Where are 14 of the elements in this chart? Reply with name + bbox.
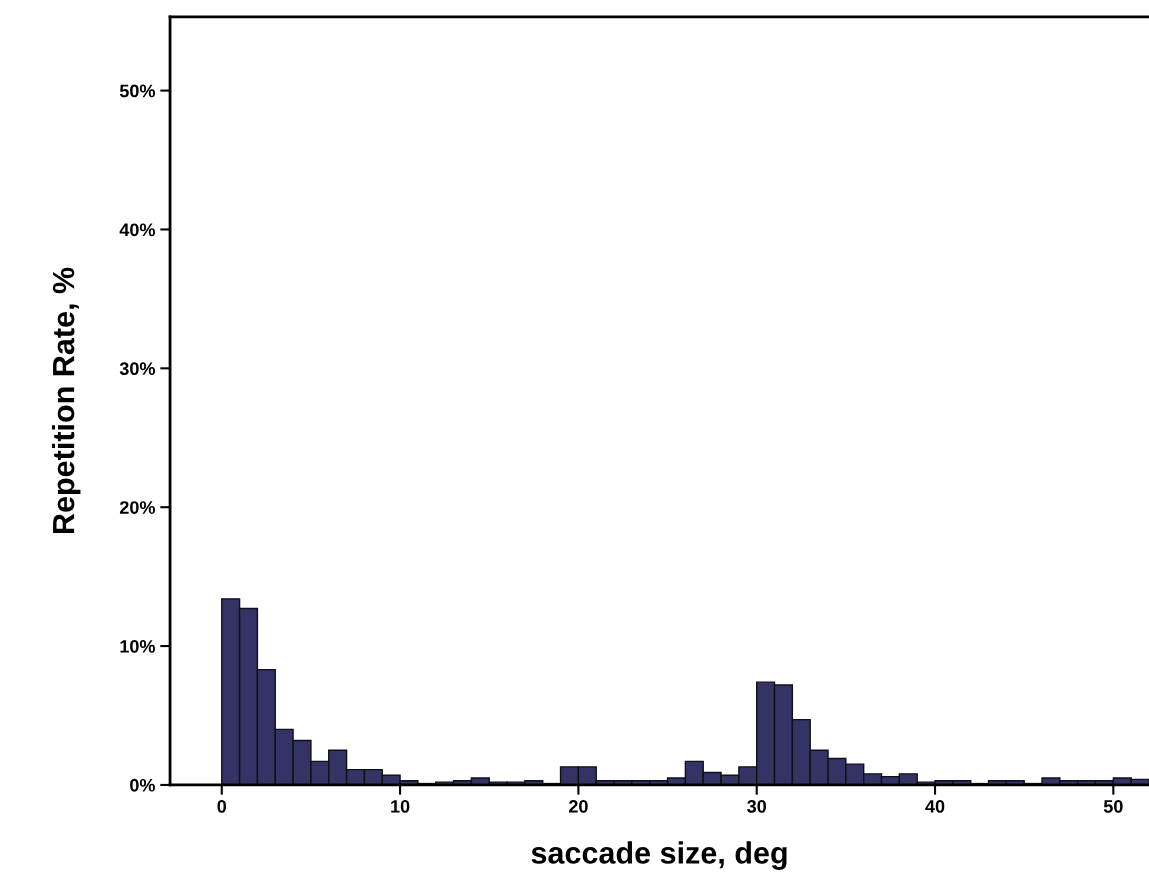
x-tick-label: 0 <box>217 799 227 813</box>
x-tick-label: 30 <box>747 799 767 813</box>
x-tick-label: 10 <box>391 799 410 813</box>
x-tick-label: 40 <box>925 799 945 813</box>
y-axis-title: Repetition Rate, % <box>51 267 81 534</box>
y-tick-label: 30% <box>119 362 155 376</box>
y-tick-label: 50% <box>119 84 155 98</box>
x-tick-label: 50 <box>1103 799 1123 813</box>
y-tick-label: 0% <box>130 778 155 792</box>
x-axis-title: saccade size, deg <box>531 841 787 870</box>
x-tick-label: 20 <box>568 799 588 813</box>
y-tick-label: 10% <box>120 640 155 653</box>
y-tick-label: 40% <box>119 223 155 237</box>
y-tick-label: 20% <box>119 501 155 514</box>
